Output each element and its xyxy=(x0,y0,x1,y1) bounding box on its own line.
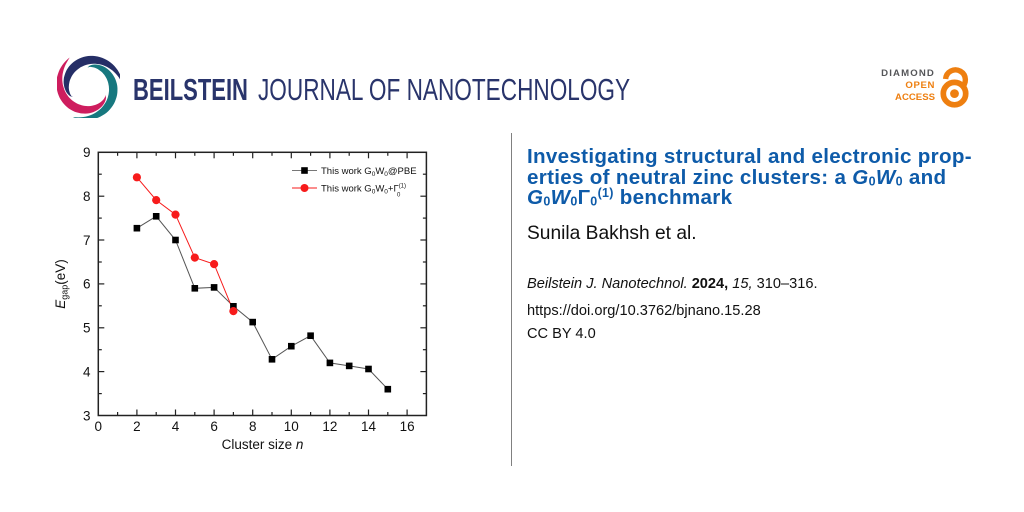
svg-text:7: 7 xyxy=(83,233,91,248)
svg-text:6: 6 xyxy=(210,419,218,434)
svg-text:12: 12 xyxy=(322,419,337,434)
svg-text:Cluster size n: Cluster size n xyxy=(222,437,304,452)
svg-text:4: 4 xyxy=(172,419,180,434)
svg-text:Egap(eV): Egap(eV) xyxy=(53,259,70,309)
svg-text:10: 10 xyxy=(284,419,299,434)
svg-text:This work G0W0+Γ(1)0: This work G0W0+Γ(1) 0 xyxy=(321,184,406,199)
svg-text:3: 3 xyxy=(83,408,91,423)
svg-text:0: 0 xyxy=(95,419,103,434)
svg-text:This work G0W0@PBE: This work G0W0@PBE xyxy=(321,166,417,178)
svg-text:16: 16 xyxy=(400,419,415,434)
svg-text:5: 5 xyxy=(83,321,91,336)
svg-text:14: 14 xyxy=(361,419,377,434)
svg-text:2: 2 xyxy=(133,419,141,434)
svg-text:8: 8 xyxy=(83,189,91,204)
svg-text:6: 6 xyxy=(83,277,91,292)
svg-text:4: 4 xyxy=(83,364,91,379)
svg-text:9: 9 xyxy=(83,145,91,160)
svg-text:8: 8 xyxy=(249,419,257,434)
